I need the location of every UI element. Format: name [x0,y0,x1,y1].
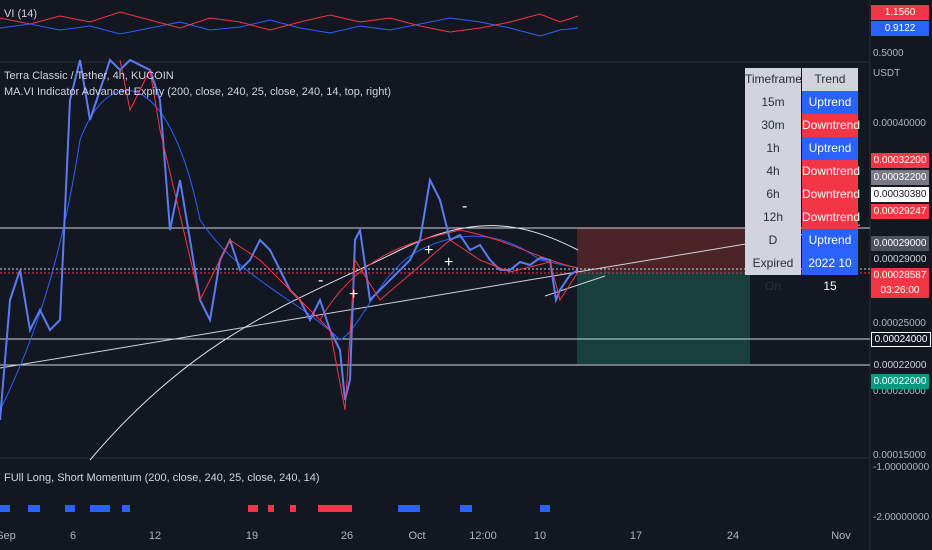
symbol: Terra Classic / Tether, 4h, KUCOIN [4,70,174,82]
table-cell: Downtrend [802,183,860,206]
table-cell: D [745,229,801,252]
table-cell: Uptrend [802,137,858,160]
countdown: 03:26:00 [871,283,929,298]
table-cell: Uptrend [802,229,858,252]
vi-minus [0,11,579,33]
time-tick: 24 [726,530,740,542]
price-badge: 0.00022000 [871,374,929,389]
price-badge: 0.00032200 [871,170,929,185]
table-cell: 1h [745,137,801,160]
time-tick: 12:00 [469,530,497,542]
price-tick: 0.00040000 [873,118,926,129]
price-series [0,58,579,421]
table-cell: Downtrend [802,206,860,229]
marker: - [318,272,324,289]
marker: + [349,286,359,303]
ma-short [0,89,579,411]
vi-badge: 0.9122 [871,21,929,36]
table-cell: Uptrend [802,91,858,114]
price-badge: 0.00028587 [871,268,929,283]
table-cell: 6h [745,183,801,206]
vi-plus [0,17,579,37]
time-tick: Oct [408,530,426,542]
ma-mid [319,229,579,321]
table-header: Timeframe [745,68,802,91]
marker: + [424,242,434,259]
price-tick: 0.00020000 [873,386,926,397]
table-cell: 12h [745,206,801,229]
currency: USDT [873,68,901,79]
price-badge: 0.00032200 [871,153,929,168]
marker: - [462,198,468,215]
ma-long [89,225,579,461]
momentum-label: FUll Long, Short Momentum (200, close, 2… [4,472,320,484]
indicator: MA.VI Indicator Advanced Expiry (200, cl… [4,86,392,98]
time-tick: 26 [340,530,354,542]
time-tick: Sep [0,530,16,542]
time-tick: 6 [69,530,77,542]
table-cell: Expired On [745,252,801,293]
price-series-down [119,59,579,411]
price-badge: 0.00022000 [873,360,927,371]
levels [0,224,870,369]
price-badge: 0.00029000 [871,236,929,251]
time-tick: 19 [245,530,259,542]
time-tick: 10 [533,530,547,542]
price-badge: 0.00024000 [871,332,931,347]
price-badge: 0.00029247 [871,204,929,219]
time-tick: Nov [831,530,851,542]
momentum-tick: -2.00000000 [873,512,930,523]
price-tick: 0.00025000 [873,318,926,329]
marker: + [444,254,454,271]
table-cell: 30m [745,114,801,137]
time-tick: 12 [148,530,162,542]
vi-badge: 1.1560 [871,5,929,20]
time-tick: 17 [629,530,643,542]
table-cell: 15m [745,91,801,114]
table-cell: 2022 10 15 [802,252,858,293]
table-cell: Downtrend [802,114,860,137]
vi-label: VI (14) [4,8,38,20]
table-cell: Downtrend [802,160,860,183]
table-header: Trend [802,68,858,91]
stop-zone [577,228,750,271]
price-tick: 0.00015000 [873,450,926,461]
price-badge: 0.00029000 [873,254,927,265]
momentum-bars [0,505,550,512]
target-zone [577,271,750,364]
momentum-tick: -1.00000000 [873,462,930,473]
price-badge: 0.00030380 [871,187,929,202]
table-cell: 4h [745,160,801,183]
vi-tick: 0.5000 [873,48,904,59]
